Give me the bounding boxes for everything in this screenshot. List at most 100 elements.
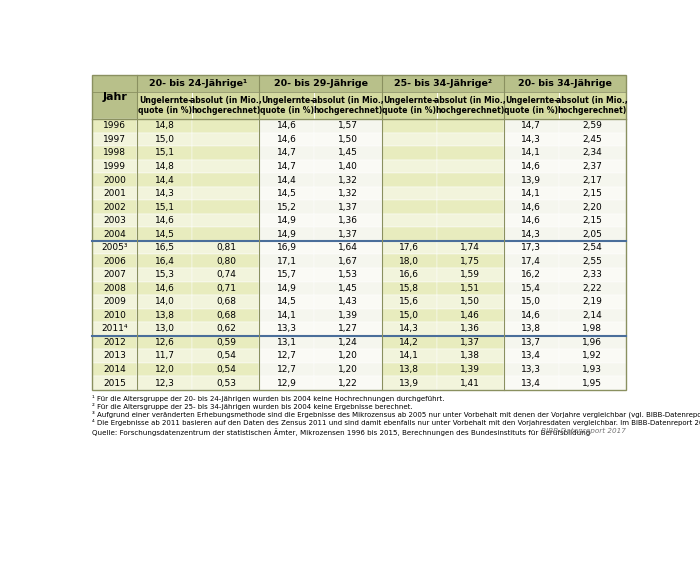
Bar [137,308,193,322]
Bar [314,241,382,255]
Bar [314,308,382,322]
Text: 13,9: 13,9 [521,176,541,184]
Text: 1,32: 1,32 [338,189,358,198]
Text: 13,1: 13,1 [277,338,297,347]
Text: 1,27: 1,27 [338,324,358,333]
Bar [382,336,437,349]
Text: 16,4: 16,4 [155,257,175,266]
Bar [260,227,314,241]
Bar [559,295,626,308]
Text: 16,9: 16,9 [277,243,297,252]
Text: 14,5: 14,5 [155,230,175,239]
Bar [260,92,314,119]
Bar [382,363,437,376]
Text: 1999: 1999 [103,162,126,171]
Bar [503,160,559,174]
Text: 2,15: 2,15 [582,189,602,198]
Text: 13,8: 13,8 [155,311,175,320]
Text: 15,1: 15,1 [155,202,175,211]
Text: 15,0: 15,0 [399,311,419,320]
Text: 0,81: 0,81 [216,243,236,252]
Text: 12,6: 12,6 [155,338,175,347]
Text: 14,3: 14,3 [155,189,175,198]
Bar [437,92,503,119]
Bar [137,92,193,119]
Bar [314,255,382,268]
Text: 1,75: 1,75 [460,257,480,266]
Text: 13,9: 13,9 [399,379,419,387]
Bar [437,174,503,187]
Bar [382,268,437,282]
Bar [193,268,260,282]
Bar [559,160,626,174]
Bar [137,282,193,295]
Text: absolut (in Mio.,
hochgerechnet): absolut (in Mio., hochgerechnet) [434,96,506,115]
Text: 14,6: 14,6 [277,121,297,130]
Bar [503,349,559,363]
Text: 15,2: 15,2 [277,202,297,211]
Bar [314,200,382,214]
Bar [260,349,314,363]
Text: 0,53: 0,53 [216,379,236,387]
Text: 15,6: 15,6 [399,297,419,306]
Bar [92,268,137,282]
Text: 1,50: 1,50 [460,297,480,306]
Bar [314,160,382,174]
Bar [193,363,260,376]
Bar [92,200,137,214]
Bar [260,146,314,160]
Text: 1,36: 1,36 [338,216,358,225]
Bar [137,241,193,255]
Bar [137,214,193,227]
Bar [193,174,260,187]
Text: 14,6: 14,6 [522,202,541,211]
Text: 2011⁴: 2011⁴ [102,324,128,333]
Text: 14,9: 14,9 [277,216,297,225]
Text: 14,6: 14,6 [155,216,175,225]
Text: 14,7: 14,7 [277,162,297,171]
Bar [559,336,626,349]
Text: 12,9: 12,9 [277,379,297,387]
Text: 16,5: 16,5 [155,243,175,252]
Bar [314,282,382,295]
Bar [193,92,260,119]
Text: 1,74: 1,74 [460,243,480,252]
Text: 17,4: 17,4 [522,257,541,266]
Bar [314,322,382,336]
Bar [314,349,382,363]
Text: 1,46: 1,46 [460,311,480,320]
Text: 1,64: 1,64 [338,243,358,252]
Bar [92,255,137,268]
Text: 1,37: 1,37 [338,202,358,211]
Bar [382,255,437,268]
Text: 1,39: 1,39 [338,311,358,320]
Bar [437,322,503,336]
Bar [92,376,137,390]
Text: Ungelernte-
quote (in %): Ungelernte- quote (in %) [138,96,192,115]
Text: 14,1: 14,1 [522,189,541,198]
Text: 0,71: 0,71 [216,284,236,293]
Bar [193,282,260,295]
Bar [559,174,626,187]
Bar [314,187,382,200]
Text: 2,19: 2,19 [582,297,602,306]
Text: 14,5: 14,5 [277,189,297,198]
Bar [437,336,503,349]
Bar [382,227,437,241]
Bar [437,349,503,363]
Text: 13,8: 13,8 [521,324,541,333]
Bar [382,75,503,92]
Text: 14,6: 14,6 [155,284,175,293]
Text: 2014: 2014 [104,365,126,374]
Bar [193,146,260,160]
Bar [260,308,314,322]
Bar [503,133,559,146]
Bar [437,295,503,308]
Bar [437,200,503,214]
Bar [382,200,437,214]
Bar [559,187,626,200]
Text: 2,55: 2,55 [582,257,602,266]
Bar [437,268,503,282]
Bar [137,322,193,336]
Text: 2,37: 2,37 [582,162,602,171]
